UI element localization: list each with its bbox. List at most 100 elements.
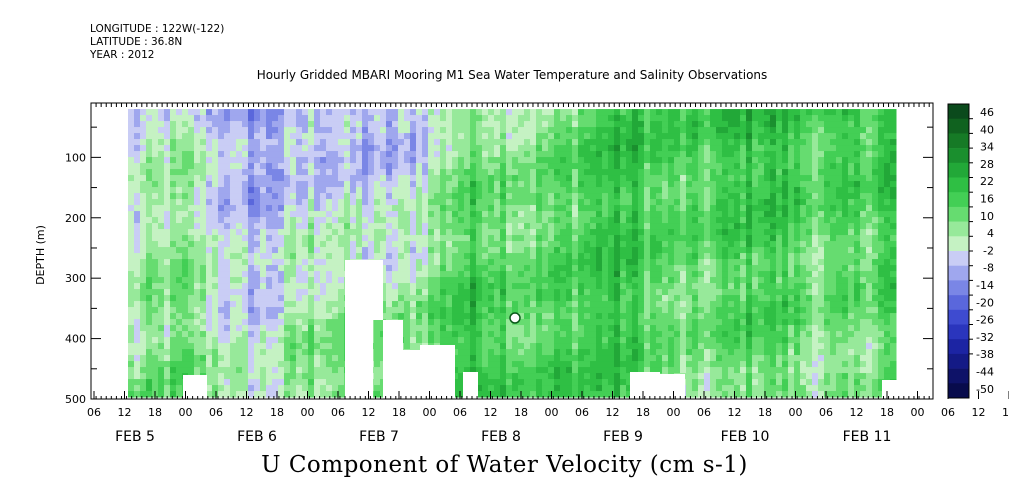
field-cell: [320, 283, 327, 290]
field-cell: [518, 157, 525, 164]
field-cell: [416, 343, 423, 350]
field-cell: [398, 175, 405, 182]
field-cell: [596, 307, 603, 314]
field-cell: [404, 337, 411, 344]
field-cell: [380, 181, 387, 188]
field-cell: [710, 265, 717, 272]
field-cell: [272, 337, 279, 344]
field-cell: [284, 193, 291, 200]
field-cell: [314, 259, 321, 266]
field-cell: [566, 193, 573, 200]
field-cell: [218, 175, 225, 182]
field-cell: [722, 307, 729, 314]
field-cell: [248, 193, 255, 200]
field-cell: [284, 133, 291, 140]
field-cell: [746, 313, 753, 320]
field-cell: [302, 253, 309, 260]
field-cell: [284, 241, 291, 248]
field-cell: [620, 187, 627, 194]
field-cell: [554, 229, 561, 236]
field-cell: [428, 163, 435, 170]
field-cell: [662, 241, 669, 248]
field-cell: [416, 199, 423, 206]
field-cell: [452, 259, 459, 266]
field-cell: [302, 145, 309, 152]
field-cell: [134, 331, 141, 338]
field-cell: [224, 391, 231, 398]
field-cell: [554, 271, 561, 278]
field-cell: [230, 109, 237, 116]
field-cell: [164, 265, 171, 272]
field-cell: [530, 169, 537, 176]
field-cell: [434, 319, 441, 326]
field-cell: [590, 235, 597, 242]
field-cell: [518, 349, 525, 356]
field-cell: [680, 307, 687, 314]
field-cell: [320, 127, 327, 134]
field-cell: [248, 211, 255, 218]
field-cell: [734, 379, 741, 386]
field-cell: [560, 253, 567, 260]
field-cell: [506, 187, 513, 194]
field-cell: [410, 133, 417, 140]
field-cell: [290, 361, 297, 368]
field-cell: [608, 373, 615, 380]
field-cell: [248, 241, 255, 248]
field-cell: [608, 283, 615, 290]
field-cell: [230, 139, 237, 146]
field-cell: [284, 235, 291, 242]
field-cell: [386, 235, 393, 242]
field-cell: [422, 241, 429, 248]
field-cell: [290, 133, 297, 140]
field-cell: [662, 217, 669, 224]
field-cell: [386, 259, 393, 266]
field-cell: [524, 379, 531, 386]
field-cell: [212, 331, 219, 338]
field-cell: [656, 127, 663, 134]
field-cell: [380, 109, 387, 116]
field-cell: [440, 253, 447, 260]
field-cell: [356, 211, 363, 218]
field-cell: [686, 253, 693, 260]
field-cell: [548, 355, 555, 362]
field-cell: [542, 259, 549, 266]
field-cell: [530, 223, 537, 230]
field-cell: [182, 199, 189, 206]
field-cell: [272, 145, 279, 152]
field-cell: [680, 163, 687, 170]
field-cell: [242, 253, 249, 260]
field-cell: [506, 211, 513, 218]
field-cell: [338, 109, 345, 116]
field-cell: [272, 205, 279, 212]
field-cell: [530, 247, 537, 254]
field-cell: [746, 211, 753, 218]
field-cell: [488, 295, 495, 302]
field-cell: [500, 235, 507, 242]
field-cell: [212, 241, 219, 248]
field-cell: [362, 205, 369, 212]
field-cell: [740, 265, 747, 272]
field-cell: [518, 307, 525, 314]
field-cell: [458, 379, 465, 386]
field-cell: [638, 283, 645, 290]
field-cell: [428, 271, 435, 278]
field-cell: [302, 391, 309, 398]
field-cell: [464, 145, 471, 152]
field-cell: [296, 379, 303, 386]
field-cell: [458, 337, 465, 344]
field-cell: [722, 367, 729, 374]
field-cell: [674, 319, 681, 326]
field-cell: [164, 151, 171, 158]
field-cell: [542, 337, 549, 344]
field-cell: [608, 109, 615, 116]
field-cell: [632, 253, 639, 260]
field-cell: [494, 265, 501, 272]
field-cell: [746, 295, 753, 302]
field-cell: [332, 115, 339, 122]
field-cell: [374, 115, 381, 122]
field-cell: [554, 385, 561, 392]
field-cell: [176, 373, 183, 380]
field-cell: [566, 133, 573, 140]
field-cell: [338, 283, 345, 290]
field-cell: [734, 313, 741, 320]
